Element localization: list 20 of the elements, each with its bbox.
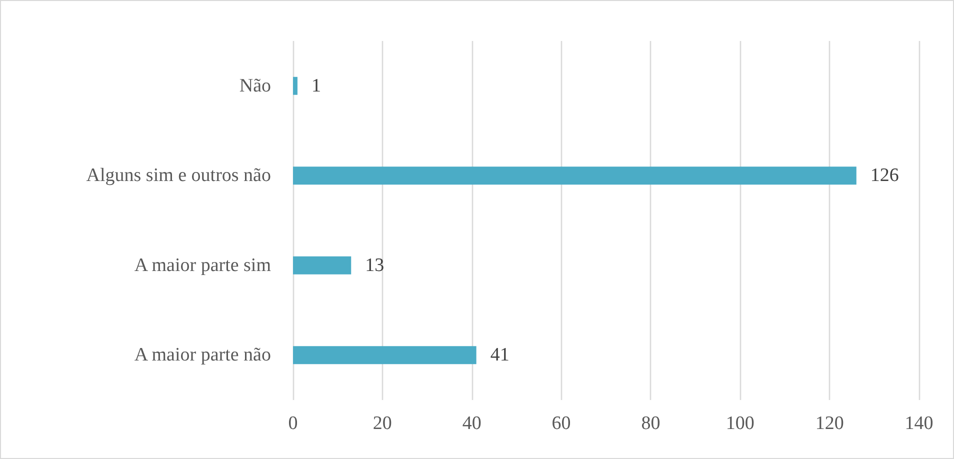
data-label: 13 (365, 254, 384, 276)
y-tick-label: Não (239, 75, 271, 96)
data-label: 126 (870, 165, 899, 186)
x-tick-label: 0 (288, 413, 298, 434)
y-tick-label: A maior parte não (134, 344, 271, 366)
y-tick-label: A maior parte sim (134, 254, 272, 276)
x-tick-label: 60 (552, 413, 571, 434)
x-tick-label: 40 (462, 413, 482, 434)
y-tick-label: Alguns sim e outros não (86, 165, 271, 186)
data-label: 41 (490, 344, 510, 366)
bar (293, 346, 476, 364)
x-tick-label: 100 (726, 413, 754, 434)
data-label: 1 (311, 75, 321, 96)
x-tick-label: 20 (372, 413, 392, 434)
bar (293, 76, 298, 95)
bar (293, 256, 352, 274)
x-tick-label: 80 (641, 413, 660, 434)
bar (293, 166, 856, 185)
x-tick-label: 140 (904, 413, 934, 434)
x-tick-label: 120 (815, 413, 844, 434)
